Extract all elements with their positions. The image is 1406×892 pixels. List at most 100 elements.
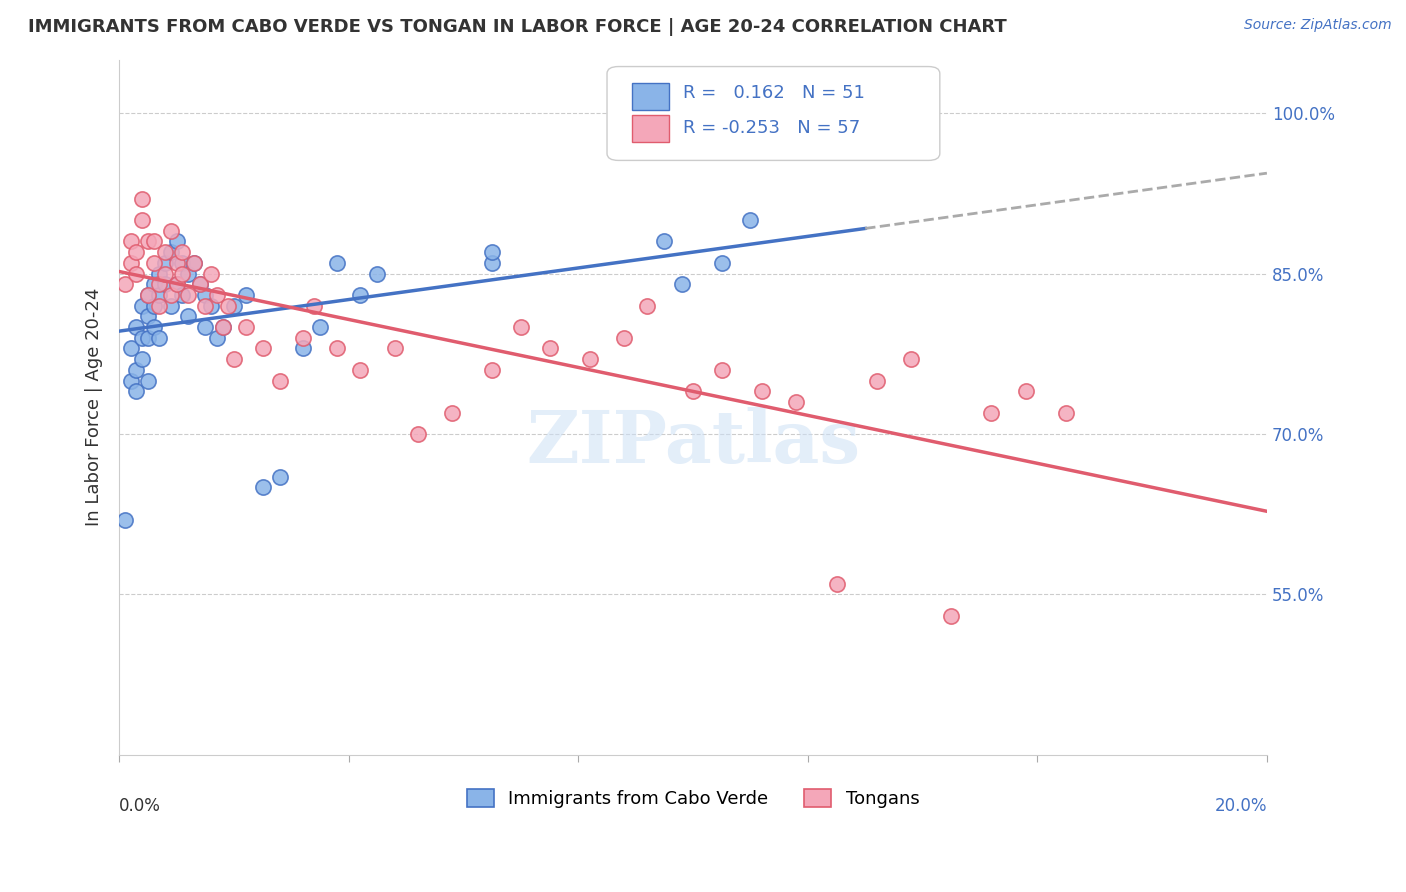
Point bbox=[153, 277, 176, 292]
Point bbox=[222, 299, 245, 313]
Point bbox=[160, 224, 183, 238]
Point bbox=[194, 288, 217, 302]
Point bbox=[269, 470, 291, 484]
Point bbox=[194, 299, 217, 313]
Point bbox=[710, 256, 733, 270]
Point bbox=[1054, 406, 1077, 420]
Point bbox=[172, 288, 194, 302]
Point bbox=[326, 342, 349, 356]
Point bbox=[131, 192, 153, 206]
Point bbox=[900, 352, 922, 367]
Point bbox=[177, 267, 200, 281]
Text: 0.0%: 0.0% bbox=[120, 797, 162, 814]
Point bbox=[148, 288, 170, 302]
Point bbox=[166, 277, 188, 292]
Point bbox=[785, 395, 807, 409]
Point bbox=[751, 384, 773, 399]
Point bbox=[131, 299, 153, 313]
Y-axis label: In Labor Force | Age 20-24: In Labor Force | Age 20-24 bbox=[86, 288, 103, 526]
Point bbox=[941, 608, 963, 623]
Point bbox=[125, 267, 148, 281]
Point bbox=[481, 363, 503, 377]
Point bbox=[235, 320, 257, 334]
Point bbox=[160, 245, 183, 260]
Point bbox=[222, 352, 245, 367]
Point bbox=[205, 288, 228, 302]
Point bbox=[160, 299, 183, 313]
Point bbox=[136, 288, 159, 302]
Point bbox=[136, 374, 159, 388]
Point bbox=[131, 213, 153, 227]
Point bbox=[136, 288, 159, 302]
Point bbox=[120, 342, 142, 356]
Point bbox=[481, 256, 503, 270]
Point bbox=[252, 342, 274, 356]
Text: R = -0.253   N = 57: R = -0.253 N = 57 bbox=[683, 119, 860, 136]
Text: IMMIGRANTS FROM CABO VERDE VS TONGAN IN LABOR FORCE | AGE 20-24 CORRELATION CHAR: IMMIGRANTS FROM CABO VERDE VS TONGAN IN … bbox=[28, 18, 1007, 36]
FancyBboxPatch shape bbox=[633, 115, 669, 142]
Point bbox=[172, 245, 194, 260]
Point bbox=[183, 256, 205, 270]
Point bbox=[114, 277, 136, 292]
Point bbox=[114, 512, 136, 526]
Point bbox=[153, 245, 176, 260]
Point bbox=[235, 288, 257, 302]
Point bbox=[291, 342, 314, 356]
Point bbox=[349, 363, 371, 377]
Point bbox=[326, 256, 349, 270]
Point bbox=[148, 331, 170, 345]
Point bbox=[211, 320, 233, 334]
Point bbox=[177, 288, 200, 302]
Point bbox=[188, 277, 211, 292]
Point bbox=[153, 256, 176, 270]
Point bbox=[384, 342, 406, 356]
Point bbox=[172, 267, 194, 281]
Point bbox=[217, 299, 239, 313]
Point bbox=[153, 267, 176, 281]
Point bbox=[131, 352, 153, 367]
Point bbox=[142, 256, 165, 270]
Point bbox=[160, 288, 183, 302]
Point bbox=[188, 277, 211, 292]
Point bbox=[654, 235, 676, 249]
Point bbox=[1015, 384, 1038, 399]
Point bbox=[125, 384, 148, 399]
Point bbox=[142, 320, 165, 334]
Point bbox=[142, 235, 165, 249]
Point bbox=[510, 320, 533, 334]
Point bbox=[825, 576, 848, 591]
Point bbox=[166, 256, 188, 270]
Point bbox=[183, 256, 205, 270]
Point bbox=[205, 331, 228, 345]
Point bbox=[252, 481, 274, 495]
Point bbox=[120, 374, 142, 388]
Point bbox=[406, 427, 429, 442]
Point bbox=[166, 235, 188, 249]
Point bbox=[136, 310, 159, 324]
Point bbox=[131, 331, 153, 345]
Point bbox=[710, 363, 733, 377]
Point bbox=[613, 331, 636, 345]
Point bbox=[136, 235, 159, 249]
Point bbox=[136, 331, 159, 345]
Point bbox=[682, 384, 704, 399]
Point bbox=[349, 288, 371, 302]
Point bbox=[166, 277, 188, 292]
Text: ZIPatlas: ZIPatlas bbox=[526, 407, 860, 477]
Point bbox=[125, 363, 148, 377]
Point bbox=[866, 374, 889, 388]
Point bbox=[200, 267, 222, 281]
Point bbox=[636, 299, 658, 313]
Point bbox=[148, 267, 170, 281]
Point bbox=[980, 406, 1002, 420]
Point bbox=[177, 310, 200, 324]
Text: 20.0%: 20.0% bbox=[1215, 797, 1267, 814]
Point bbox=[211, 320, 233, 334]
Point bbox=[172, 256, 194, 270]
Point bbox=[309, 320, 332, 334]
Point bbox=[125, 245, 148, 260]
Point bbox=[148, 299, 170, 313]
Point bbox=[366, 267, 388, 281]
FancyBboxPatch shape bbox=[607, 67, 939, 161]
Point bbox=[120, 256, 142, 270]
